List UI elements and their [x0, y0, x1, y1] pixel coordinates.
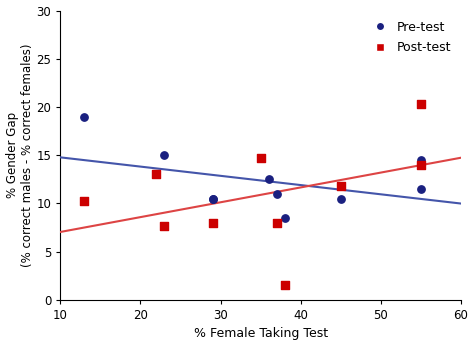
Point [417, 162, 425, 167]
Point [281, 215, 289, 221]
Y-axis label: % Gender Gap
(% correct males - % correct females): % Gender Gap (% correct males - % correc… [6, 44, 34, 267]
Point [337, 196, 345, 201]
Point [81, 114, 88, 119]
Point [153, 172, 160, 177]
Point [337, 183, 345, 189]
Point [257, 155, 264, 161]
Point [281, 283, 289, 288]
Point [273, 191, 281, 197]
Point [161, 153, 168, 158]
Point [81, 199, 88, 204]
Point [417, 186, 425, 192]
Point [209, 196, 216, 201]
Point [273, 220, 281, 226]
Point [417, 101, 425, 107]
Legend: Pre-test, Post-test: Pre-test, Post-test [364, 17, 455, 58]
Point [161, 223, 168, 228]
Point [209, 220, 216, 226]
Point [417, 157, 425, 163]
X-axis label: % Female Taking Test: % Female Taking Test [193, 327, 328, 340]
Point [209, 196, 216, 201]
Point [265, 176, 273, 182]
Point [153, 172, 160, 177]
